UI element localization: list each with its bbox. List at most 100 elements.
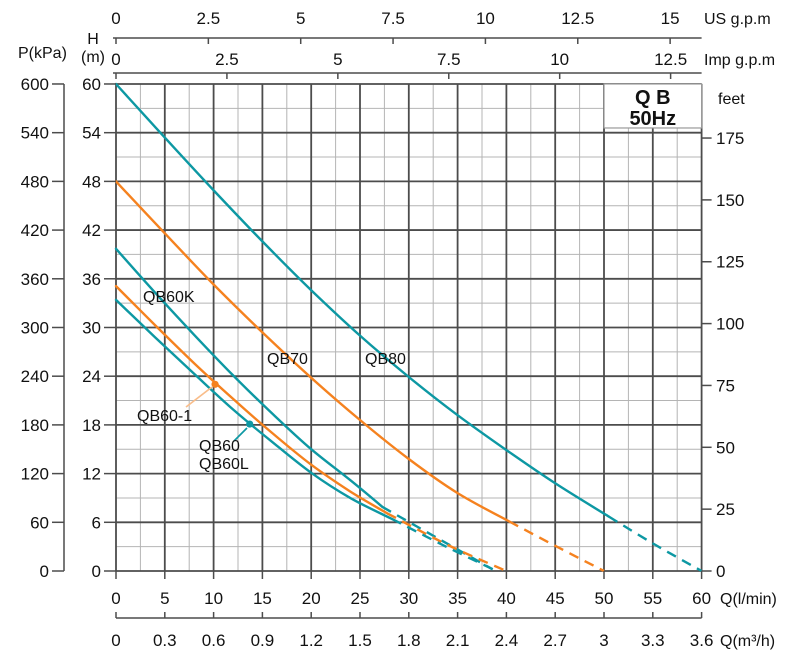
tick-label-p-kpa: 60: [30, 513, 49, 532]
tick-label-feet: 175: [716, 129, 744, 148]
marker-dot-qb60-1: [211, 380, 219, 388]
tick-label-feet: 125: [716, 253, 744, 272]
tick-label-feet: 25: [716, 500, 735, 519]
curve-label-qb60-1: QB60-1: [137, 408, 192, 425]
tick-label-q-lmin: 30: [399, 589, 418, 608]
tick-label-imp-gpm: 2.5: [215, 50, 239, 69]
tick-label-h-m: 60: [82, 75, 101, 94]
tick-label-feet: 50: [716, 438, 735, 457]
tick-label-feet: 75: [716, 376, 735, 395]
tick-label-feet: 0: [716, 562, 725, 581]
tick-label-us-gpm: 12.5: [561, 9, 594, 28]
tick-label-h-m: 18: [82, 416, 101, 435]
tick-label-q-m3h: 1.2: [299, 631, 323, 650]
tick-label-q-lmin: 45: [546, 589, 565, 608]
tick-label-p-kpa: 480: [21, 172, 49, 191]
tick-label-q-m3h: 3.3: [641, 631, 665, 650]
tick-label-p-kpa: 240: [21, 367, 49, 386]
tick-label-q-m3h: 2.7: [543, 631, 567, 650]
tick-label-imp-gpm: 7.5: [437, 50, 461, 69]
tick-label-q-lmin: 50: [595, 589, 614, 608]
axis-name-imp-gpm: Imp g.p.m: [704, 52, 775, 69]
tick-label-us-gpm: 2.5: [197, 9, 221, 28]
axis-name-h: H: [87, 31, 99, 48]
tick-label-q-lmin: 0: [111, 589, 120, 608]
curve-qb70-dashed: [508, 520, 605, 573]
axis-us-gpm: 0 2.5 5 7.5 10 12.5 15 US g.p.m: [111, 9, 771, 44]
axis-q-lmin: 0 5 10 15 20 25 30 35 40 45 50 55 60 Q(l/min): [111, 571, 777, 608]
tick-label-feet: 100: [716, 315, 744, 334]
tick-label-feet: 150: [716, 191, 744, 210]
tick-label-q-m3h: 0.3: [153, 631, 177, 650]
tick-label-p-kpa: 0: [40, 562, 49, 581]
curve-qb60-1-solid: [114, 284, 389, 515]
axis-name-q-lmin: Q(l/min): [720, 591, 777, 608]
tick-label-h-m: 48: [82, 172, 101, 191]
title-box-frame: [603, 83, 703, 129]
tick-label-h-m: 24: [82, 367, 101, 386]
tick-label-q-m3h: 0.9: [251, 631, 275, 650]
tick-label-us-gpm: 7.5: [381, 9, 405, 28]
series-curves: [114, 82, 703, 573]
curve-label-qb60k: QB60K: [143, 289, 195, 306]
tick-label-q-lmin: 40: [497, 589, 516, 608]
tick-label-q-m3h: 1.8: [397, 631, 421, 650]
tick-label-p-kpa: 600: [21, 75, 49, 94]
marker-dot-qb60-qb60l: [246, 420, 254, 428]
leader-line-qb60-1: [185, 386, 213, 408]
axis-name-us-gpm: US g.p.m: [704, 11, 771, 28]
chart-subtitle: 50Hz: [629, 108, 676, 130]
tick-label-p-kpa: 300: [21, 318, 49, 337]
tick-label-h-m: 42: [82, 221, 101, 240]
axis-name-p-kpa: P(kPa): [18, 45, 67, 62]
tick-label-q-lmin: 60: [692, 589, 711, 608]
curve-qb60-qb60l-dashed: [391, 518, 498, 573]
tick-label-q-m3h: 0: [111, 631, 120, 650]
tick-label-p-kpa: 540: [21, 124, 49, 143]
tick-label-h-m: 30: [82, 318, 101, 337]
axis-name-h-unit: (m): [81, 49, 105, 66]
tick-label-h-m: 36: [82, 270, 101, 289]
axis-feet: 175 150 125 100 75 50 25 0 feet: [701, 91, 745, 581]
tick-label-q-m3h: 2.4: [495, 631, 519, 650]
leader-line-qb60: [233, 427, 248, 442]
tick-label-q-m3h: 3: [599, 631, 608, 650]
tick-label-us-gpm: 15: [661, 9, 680, 28]
tick-label-q-m3h: 1.5: [348, 631, 372, 650]
tick-label-q-lmin: 20: [302, 589, 321, 608]
tick-label-q-lmin: 35: [448, 589, 467, 608]
tick-label-q-m3h: 2.1: [446, 631, 470, 650]
curve-label-qb70: QB70: [267, 351, 308, 368]
tick-label-imp-gpm: 5: [333, 50, 342, 69]
grid: [115, 83, 703, 572]
tick-label-p-kpa: 180: [21, 416, 49, 435]
axis-name-q-m3h: Q(m³/h): [720, 633, 775, 650]
tick-label-p-kpa: 420: [21, 221, 49, 240]
tick-label-imp-gpm: 10: [550, 50, 569, 69]
axis-name-feet: feet: [718, 91, 745, 108]
tick-label-p-kpa: 120: [21, 465, 49, 484]
curve-qb60k-dashed: [381, 505, 494, 571]
axes: 0 2.5 5 7.5 10 12.5 15 US g.p.m 0 2.5 5 7.5 10 12.5 Im…: [18, 9, 777, 650]
tick-label-q-lmin: 10: [204, 589, 223, 608]
tick-label-q-m3h: 0.6: [202, 631, 226, 650]
tick-label-imp-gpm: 0: [111, 50, 120, 69]
tick-label-us-gpm: 10: [476, 9, 495, 28]
tick-label-q-m3h: 3.6: [690, 631, 714, 650]
chart-title: Q B: [635, 87, 671, 109]
axis-q-m3h: 0 0.3 0.6 0.9 1.2 1.5 1.8 2.1 2.4 2.7 3 3.3 3.6 Q(m³/…: [111, 612, 775, 650]
tick-label-h-m: 12: [82, 465, 101, 484]
axis-imp-gpm: 0 2.5 5 7.5 10 12.5 Imp g.p.m: [111, 50, 775, 79]
tick-label-us-gpm: 0: [111, 9, 120, 28]
curve-qb80-dashed: [608, 515, 703, 573]
tick-label-q-lmin: 15: [253, 589, 272, 608]
curve-label-qb60l: QB60L: [199, 456, 249, 473]
curve-qb70-solid: [114, 180, 511, 523]
tick-label-q-lmin: 55: [643, 589, 662, 608]
tick-label-q-lmin: 25: [351, 589, 370, 608]
